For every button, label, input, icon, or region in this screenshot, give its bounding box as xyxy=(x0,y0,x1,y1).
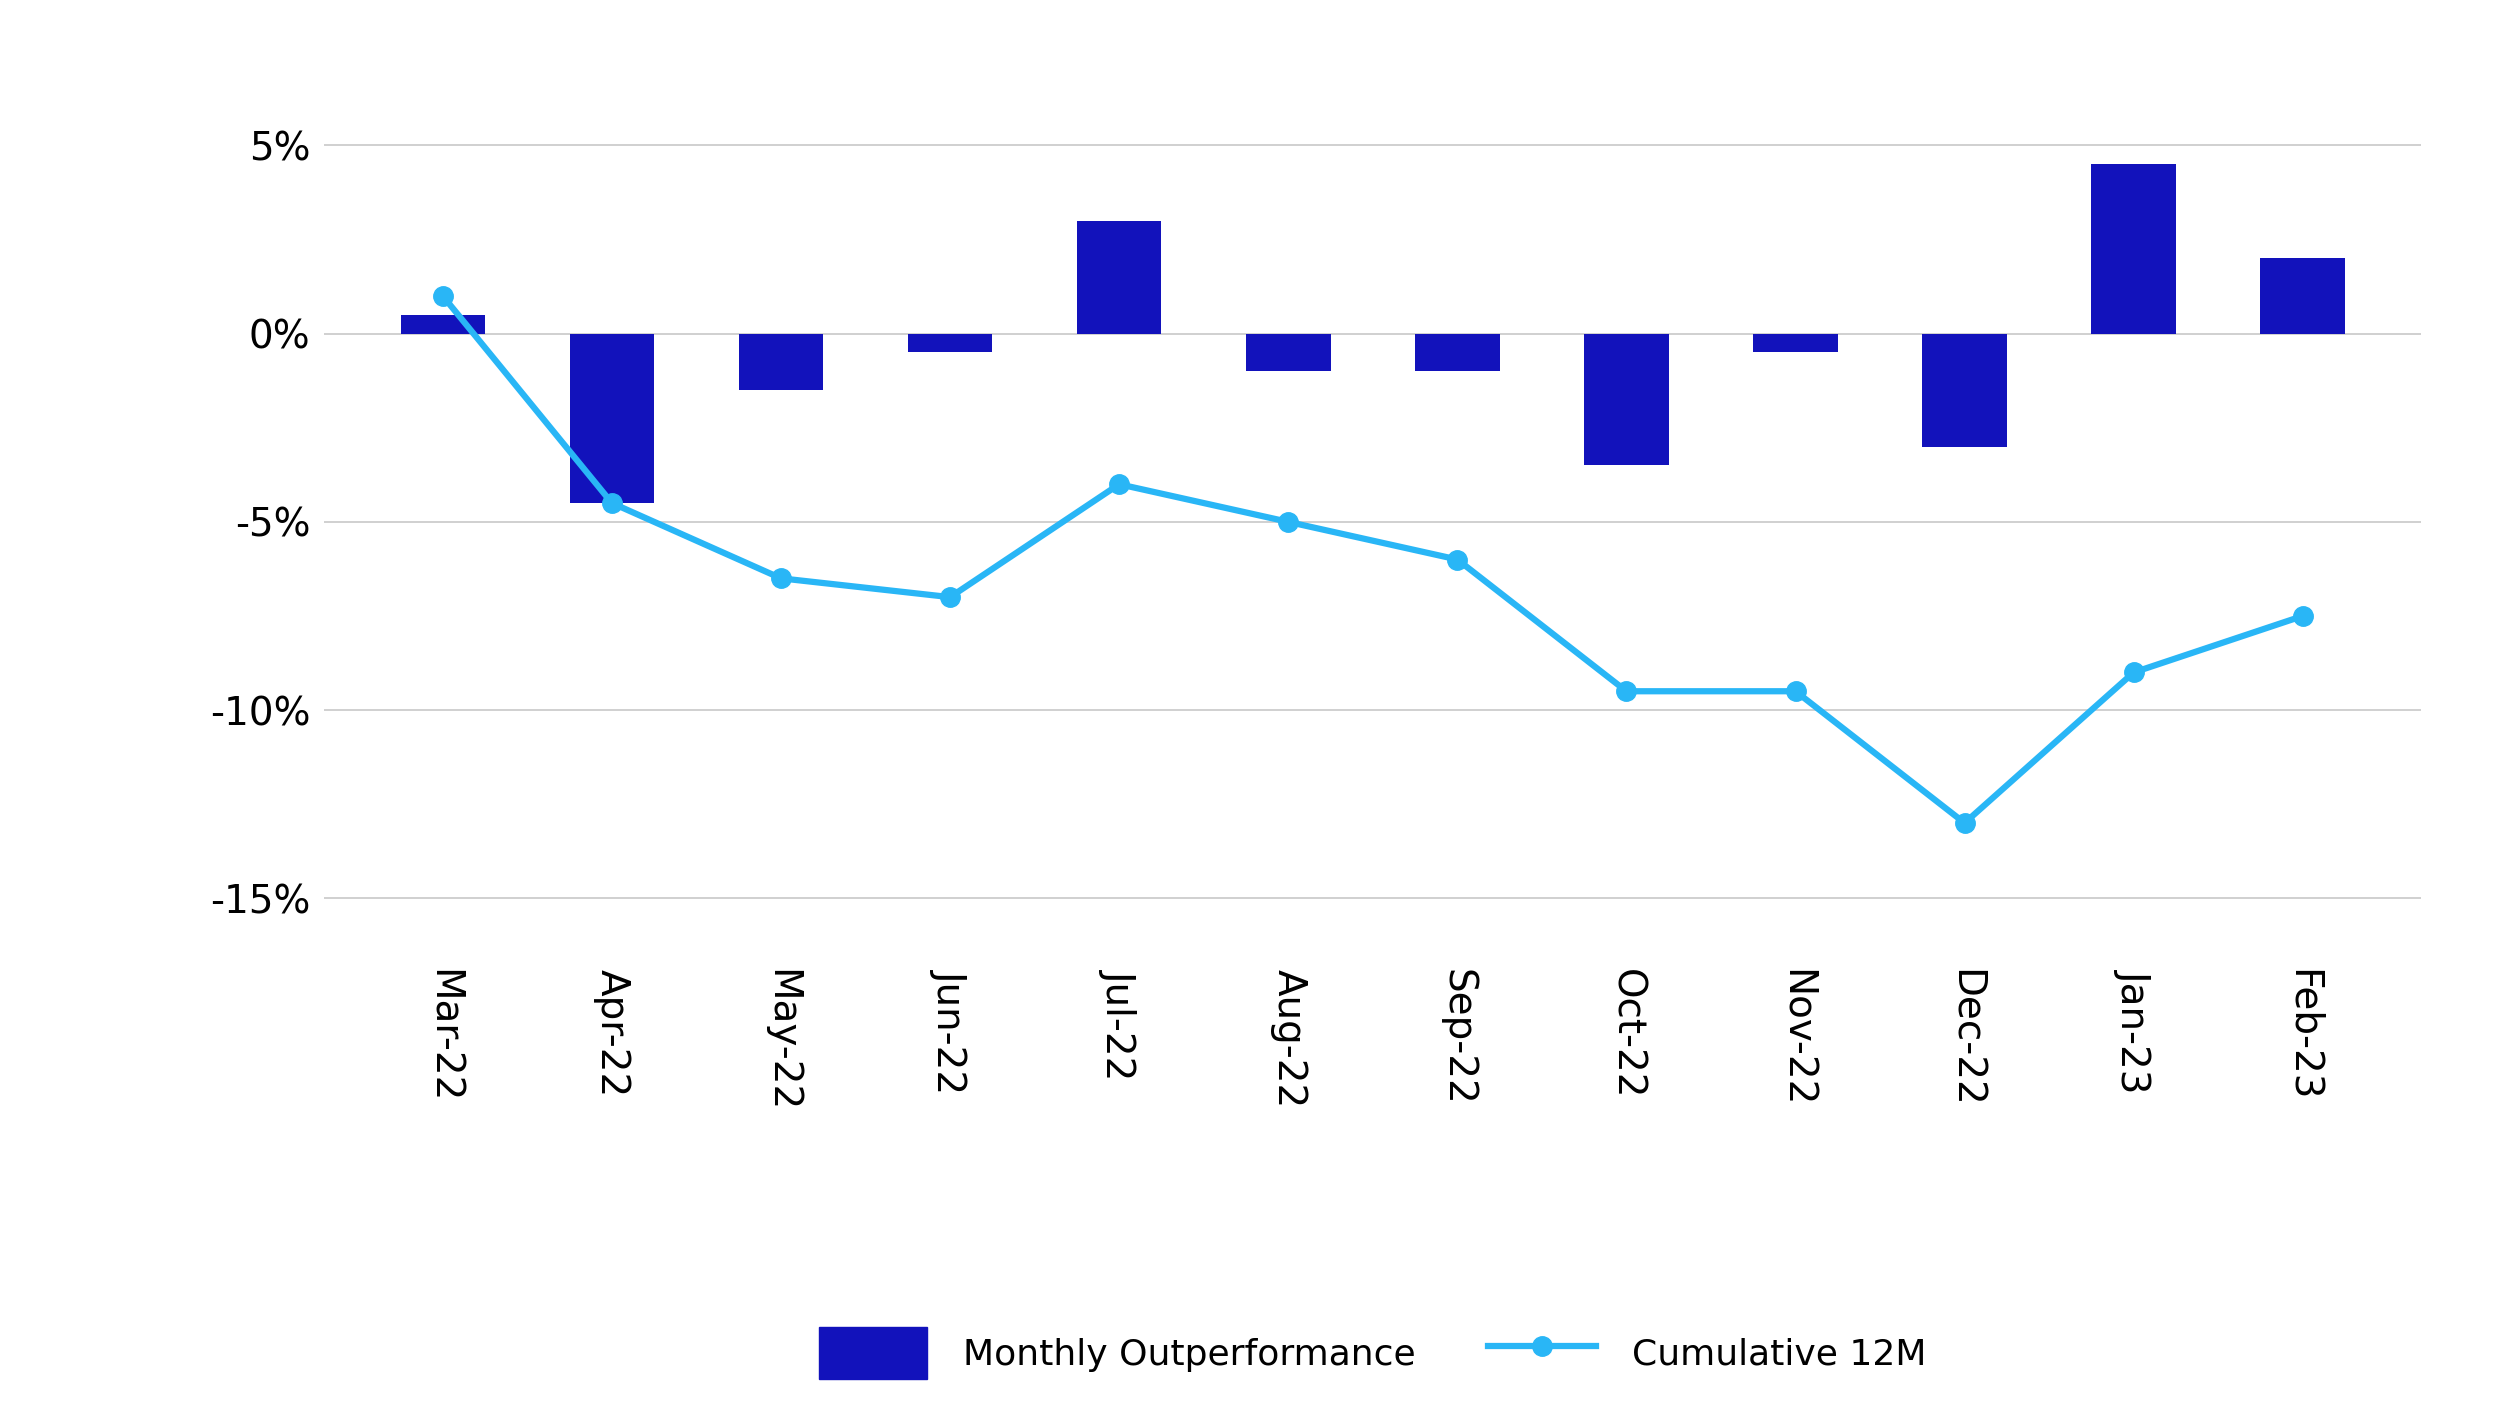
Bar xyxy=(909,334,993,352)
Bar xyxy=(1752,334,1837,352)
Bar xyxy=(1922,334,2007,446)
Bar xyxy=(739,334,824,390)
Legend: Monthly Outperformance, Cumulative 12M: Monthly Outperformance, Cumulative 12M xyxy=(801,1310,1944,1397)
Bar xyxy=(399,314,484,334)
Bar xyxy=(1076,220,1161,334)
Bar xyxy=(569,334,654,503)
Bar xyxy=(2092,164,2177,334)
Bar xyxy=(2261,258,2346,334)
Bar xyxy=(1415,334,1500,371)
Bar xyxy=(1246,334,1330,371)
Bar xyxy=(1585,334,1670,465)
